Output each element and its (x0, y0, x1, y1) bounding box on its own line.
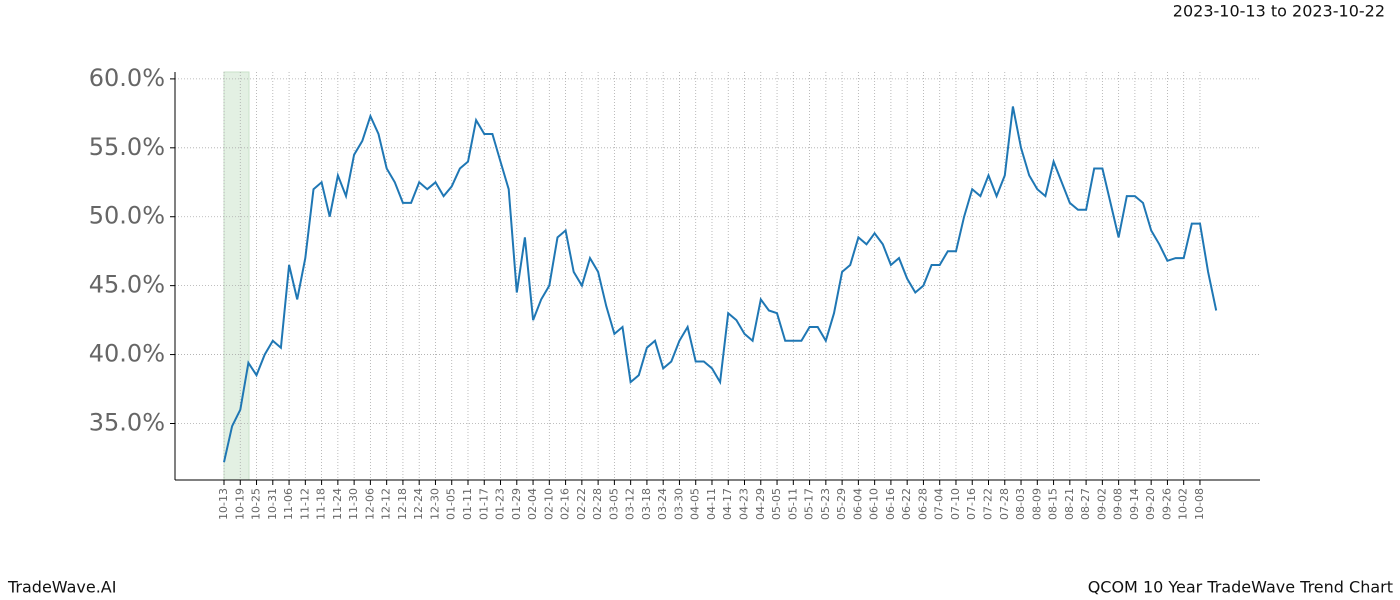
x-tick-label: 09-08 (1112, 488, 1125, 520)
y-tick-label: 55.0% (89, 133, 165, 161)
x-tick-label: 09-20 (1144, 488, 1157, 520)
x-tick-label: 02-10 (542, 488, 555, 520)
x-tick-label: 07-16 (965, 488, 978, 520)
x-tick-label: 05-23 (819, 488, 832, 520)
x-tick-label: 06-22 (900, 488, 913, 520)
x-tick-label: 12-06 (363, 488, 376, 520)
x-tick-label: 10-25 (250, 488, 263, 520)
x-tick-label: 06-16 (884, 488, 897, 520)
x-tick-label: 09-14 (1128, 488, 1141, 520)
x-tick-label: 04-29 (754, 488, 767, 520)
x-tick-label: 08-03 (1014, 488, 1027, 520)
x-tick-label: 07-22 (982, 488, 995, 520)
x-tick-label: 03-18 (640, 488, 653, 520)
x-tick-label: 08-09 (1030, 488, 1043, 520)
x-tick-label: 04-17 (721, 488, 734, 520)
y-tick-label: 45.0% (89, 271, 165, 299)
x-tick-label: 03-05 (607, 488, 620, 520)
trend-line (223, 106, 1218, 463)
x-tick-label: 06-10 (868, 488, 881, 520)
x-tick-label: 04-23 (738, 488, 751, 520)
x-tick-label: 01-29 (510, 488, 523, 520)
x-tick-label: 02-22 (575, 488, 588, 520)
x-tick-label: 10-02 (1177, 488, 1190, 520)
y-tick-label: 40.0% (89, 340, 165, 368)
x-tick-label: 10-08 (1193, 488, 1206, 520)
x-tick-label: 01-23 (494, 488, 507, 520)
x-tick-label: 12-24 (412, 488, 425, 520)
x-tick-label: 05-05 (770, 488, 783, 520)
x-tick-label: 07-28 (998, 488, 1011, 520)
x-tick-label: 01-05 (445, 488, 458, 520)
x-tick-label: 09-02 (1095, 488, 1108, 520)
chart-caption: QCOM 10 Year TradeWave Trend Chart (1088, 578, 1393, 597)
x-tick-label: 06-28 (916, 488, 929, 520)
x-tick-label: 02-04 (526, 488, 539, 520)
x-tick-label: 06-04 (851, 488, 864, 520)
y-tick-label: 35.0% (89, 408, 165, 436)
x-tick-label: 11-30 (347, 488, 360, 520)
x-tick-label: 05-29 (835, 488, 848, 520)
x-tick-label: 02-28 (591, 488, 604, 520)
x-tick-label: 03-12 (624, 488, 637, 520)
x-tick-label: 08-21 (1063, 488, 1076, 520)
x-tick-label: 05-17 (803, 488, 816, 520)
x-tick-label: 08-27 (1079, 488, 1092, 520)
x-tick-label: 10-13 (217, 488, 230, 520)
x-tick-label: 08-15 (1047, 488, 1060, 520)
x-tick-label: 02-16 (559, 488, 572, 520)
brand: TradeWave.AI (7, 578, 116, 597)
y-tick-label: 50.0% (89, 202, 165, 230)
highlight-band (223, 71, 250, 481)
x-tick-label: 01-17 (477, 488, 490, 520)
x-tick-label: 01-11 (461, 488, 474, 520)
x-tick-label: 11-12 (298, 488, 311, 520)
date-range: 2023-10-13 to 2023-10-22 (1173, 2, 1385, 21)
x-tick-label: 10-31 (266, 488, 279, 520)
x-tick-label: 10-19 (233, 488, 246, 520)
x-tick-label: 03-24 (656, 488, 669, 520)
x-tick-label: 09-26 (1160, 488, 1173, 520)
x-tick-label: 04-11 (705, 488, 718, 520)
x-tick-label: 04-05 (689, 488, 702, 520)
x-tick-label: 05-11 (786, 488, 799, 520)
x-tick-label: 12-30 (428, 488, 441, 520)
y-tick-label: 60.0% (89, 64, 165, 92)
x-tick-label: 12-12 (380, 488, 393, 520)
x-tick-label: 11-24 (331, 488, 344, 520)
x-tick-label: 11-18 (315, 488, 328, 520)
x-tick-label: 07-04 (933, 488, 946, 520)
x-tick-label: 07-10 (949, 488, 962, 520)
x-tick-label: 12-18 (396, 488, 409, 520)
x-tick-label: 11-06 (282, 488, 295, 520)
x-tick-label: 03-30 (672, 488, 685, 520)
